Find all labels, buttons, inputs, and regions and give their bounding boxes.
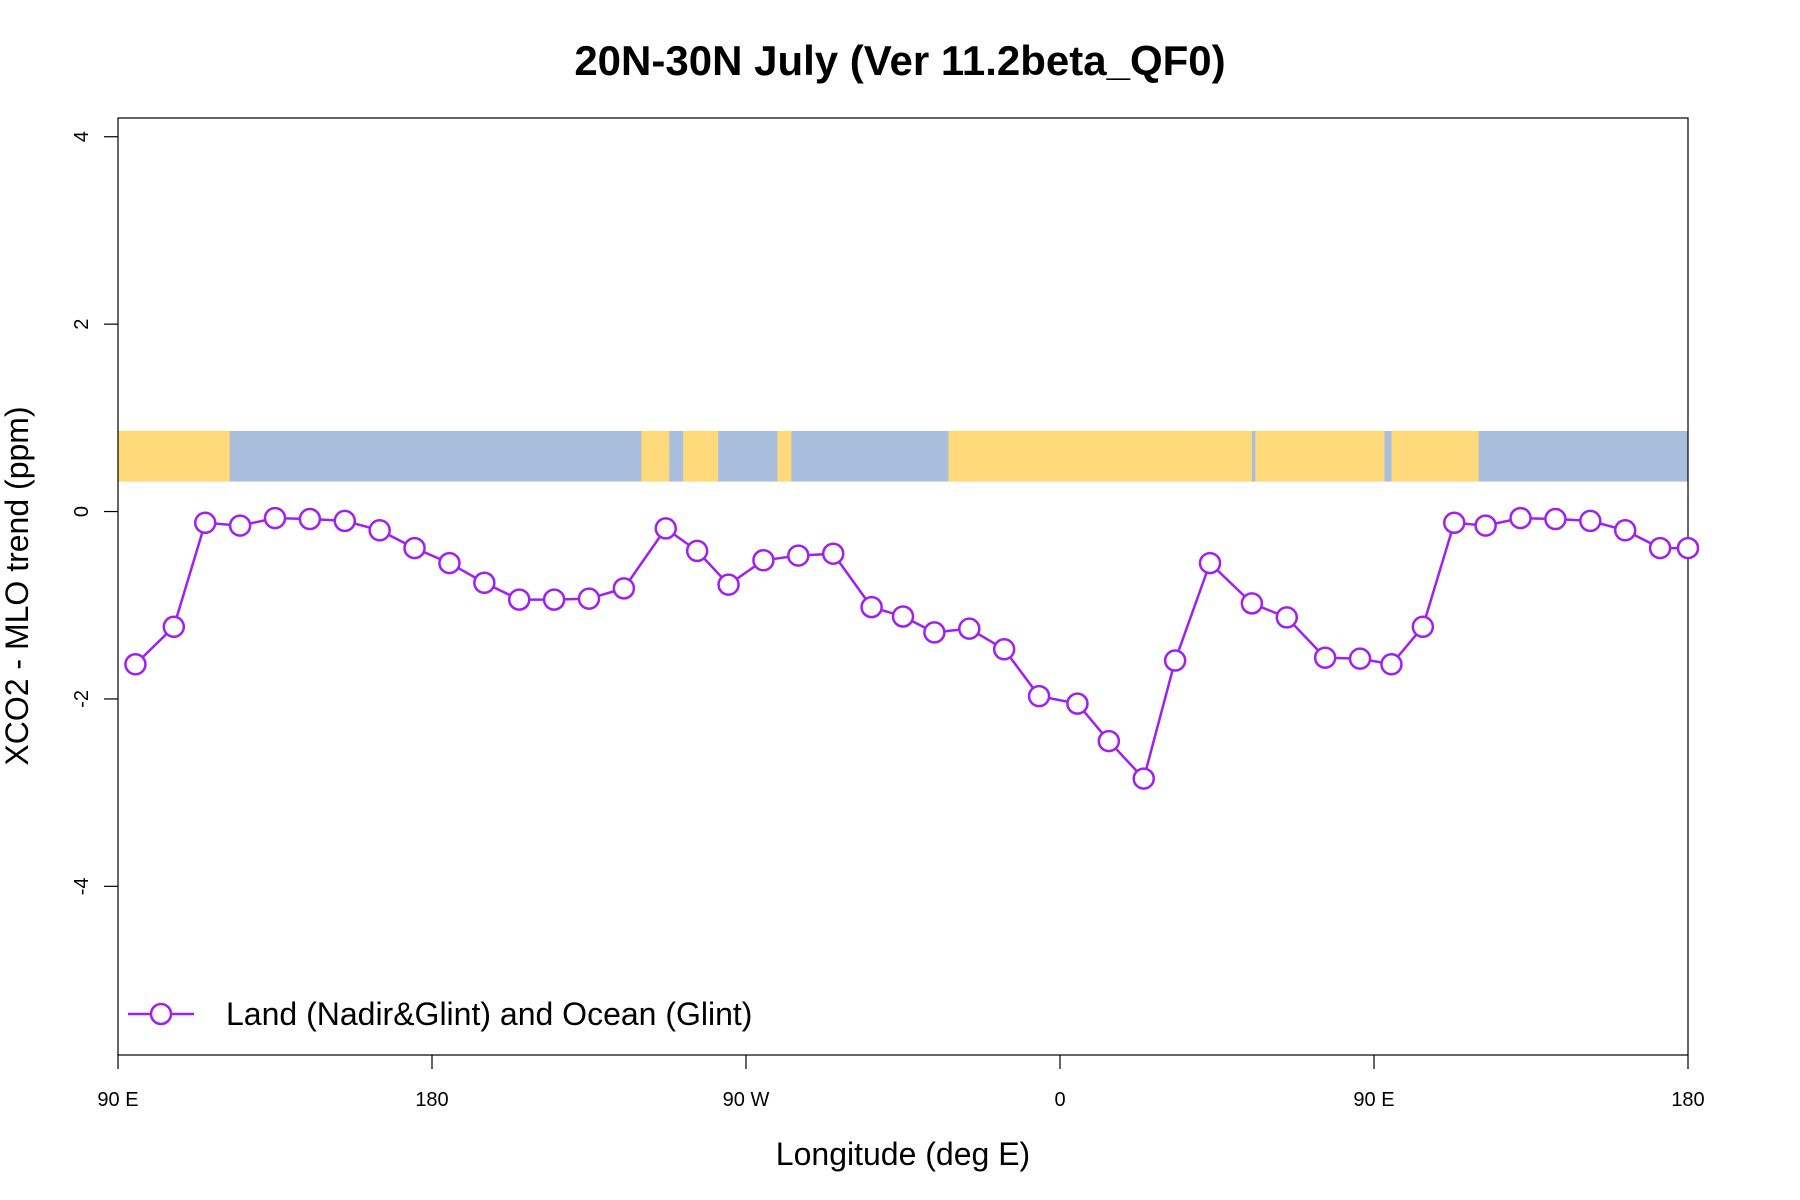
x-tick-label: 90 W [723, 1089, 770, 1111]
data-point [263, 506, 287, 530]
data-point [1474, 514, 1497, 537]
data-point [1380, 653, 1403, 676]
data-point [821, 542, 845, 565]
data-point [1544, 507, 1567, 531]
data-point [228, 514, 252, 537]
x-axis-label: Longitude (deg E) [776, 1136, 1030, 1172]
y-tick-label: 2 [71, 319, 93, 330]
data-point [612, 577, 636, 600]
x-tick-label: 180 [415, 1089, 448, 1111]
land-patch [683, 430, 719, 482]
data-point [891, 605, 915, 628]
data-point [1648, 536, 1672, 560]
data-point [1676, 536, 1700, 560]
series-layer [124, 506, 1700, 790]
land-patch [1192, 430, 1252, 482]
y-tick-label: 0 [71, 506, 93, 517]
legend: Land (Nadir&Glint) and Ocean (Glint) [128, 996, 752, 1032]
data-point [1613, 519, 1637, 542]
plot-frame [117, 117, 1689, 1056]
data-point [298, 507, 322, 531]
data-point [1579, 509, 1602, 533]
land-patch [1391, 430, 1479, 482]
data-point [787, 544, 810, 567]
data-point [752, 549, 775, 572]
x-tick-label: 180 [1671, 1089, 1704, 1111]
x-tick-label: 90 E [1353, 1089, 1394, 1111]
data-point [368, 519, 391, 542]
data-point [1132, 767, 1155, 790]
data-point [1348, 647, 1372, 670]
data-point [1240, 592, 1264, 615]
data-point [438, 551, 461, 575]
data-point [717, 573, 740, 596]
data-point [1442, 511, 1466, 535]
land-ocean-band [118, 430, 1688, 482]
data-point [1313, 646, 1337, 669]
data-point [403, 536, 426, 560]
land-patch [777, 430, 792, 482]
land-patch [641, 430, 670, 482]
chart-title: 20N-30N July (Ver 11.2beta_QF0) [574, 37, 1225, 84]
data-point [685, 539, 709, 563]
land-patch [118, 430, 125, 482]
data-point [1066, 692, 1089, 715]
data-point [162, 615, 186, 639]
data-point [860, 595, 883, 619]
data-point [1097, 729, 1121, 753]
land-patch [124, 430, 230, 482]
data-point [507, 588, 531, 611]
y-tick-label: 4 [71, 131, 93, 142]
x-tick-label: 90 E [97, 1089, 138, 1111]
land-patch [1255, 430, 1385, 482]
y-tick-label: -2 [71, 690, 93, 708]
data-point [992, 638, 1016, 661]
x-axis: 90 E 180 90 W 0 90 E 180 [97, 1055, 1705, 1111]
x-tick-label: 0 [1054, 1089, 1065, 1111]
data-point [333, 509, 357, 533]
land-patch [948, 430, 1200, 482]
data-point [1411, 615, 1435, 639]
data-point [1198, 551, 1222, 575]
data-point [654, 517, 678, 540]
y-axis-label: XCO2 - MLO trend (ppm) [0, 406, 35, 765]
data-point [473, 571, 496, 595]
data-point [124, 653, 147, 676]
data-point [542, 588, 566, 611]
data-point [1027, 684, 1051, 708]
series-line [134, 516, 1688, 782]
data-point [1163, 649, 1187, 672]
data-point [958, 617, 981, 640]
y-axis: 4 2 0 -2 -4 [71, 131, 118, 895]
data-point [1509, 506, 1532, 530]
legend-marker [149, 1002, 173, 1026]
y-tick-label: -4 [71, 877, 93, 895]
data-point [1275, 606, 1299, 629]
data-point [923, 621, 946, 644]
data-point [193, 511, 217, 535]
data-point [577, 587, 601, 610]
legend-label: Land (Nadir&Glint) and Ocean (Glint) [226, 996, 752, 1032]
